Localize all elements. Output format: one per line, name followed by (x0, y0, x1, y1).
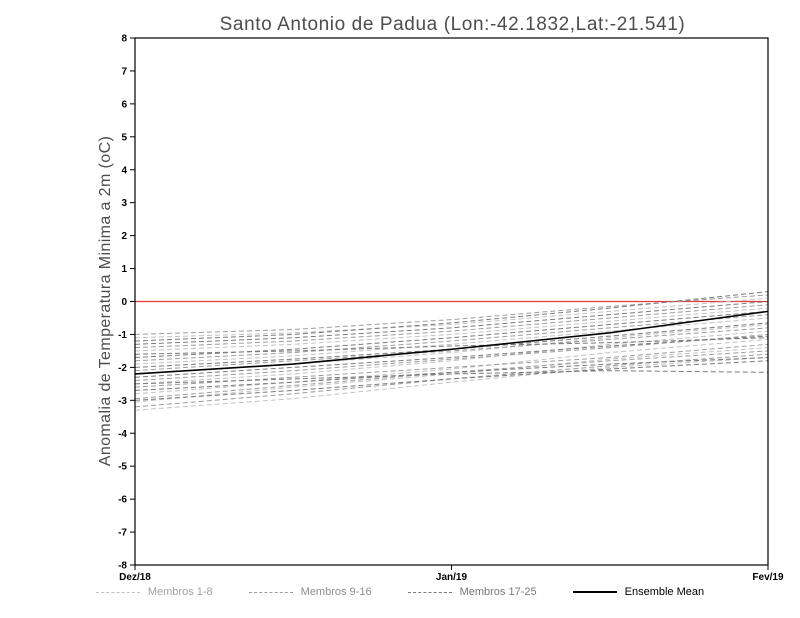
legend-item: Membros 17-25 (407, 586, 537, 598)
y-tick-label: 6 (121, 99, 127, 110)
member-line (134, 304, 769, 349)
legend: Membros 1-8 Membros 9-16 Membros 17-25 Ense… (0, 586, 800, 598)
legend-item: Membros 9-16 (248, 586, 372, 598)
legend-line-sample (572, 591, 617, 593)
legend-item: Membros 1-8 (95, 586, 213, 598)
legend-label: Membros 17-25 (459, 586, 537, 598)
member-line (134, 347, 769, 403)
member-line (134, 337, 769, 355)
legend-label: Membros 9-16 (300, 586, 372, 598)
member-line (134, 327, 769, 372)
legend-line-sample (95, 591, 140, 593)
member-line (134, 360, 769, 401)
ensemble-mean-line (134, 310, 769, 375)
member-line (134, 297, 769, 339)
x-tick-label: Fev/19 (752, 572, 784, 583)
member-line (134, 291, 769, 342)
member-line (134, 307, 769, 352)
y-tick-label: 8 (121, 34, 127, 45)
y-tick-label: -5 (118, 462, 127, 473)
y-tick-label: 0 (121, 297, 127, 308)
member-line (134, 338, 769, 395)
y-tick-label: -4 (118, 429, 127, 440)
legend-line-sample (248, 591, 293, 593)
member-line (134, 335, 769, 378)
y-tick-label: 5 (121, 132, 127, 143)
chart-title: Santo Antonio de Padua (Lon:-42.1832,Lat… (219, 14, 686, 35)
y-tick-label: -1 (118, 330, 127, 341)
member-line (134, 322, 769, 368)
y-tick-label: -8 (118, 561, 127, 572)
y-tick-label: -2 (118, 363, 127, 374)
member-line (134, 356, 769, 391)
x-tick-label: Dez/18 (119, 572, 151, 583)
member-line (134, 317, 769, 365)
x-tick-label: Jan/19 (436, 572, 468, 583)
y-tick-label: -7 (118, 528, 127, 539)
legend-line-sample (407, 591, 452, 593)
y-tick-label: 7 (121, 66, 127, 77)
member-line (134, 333, 769, 382)
member-line (134, 314, 769, 362)
legend-label: Membros 1-8 (147, 586, 213, 598)
member-line (134, 350, 769, 400)
y-tick-label: 1 (121, 264, 127, 275)
member-line (134, 301, 769, 345)
legend-item: Ensemble Mean (572, 586, 705, 598)
member-line (134, 353, 769, 408)
y-tick-label: 3 (121, 198, 127, 209)
member-line (134, 356, 769, 411)
y-tick-label: -6 (118, 495, 127, 506)
y-tick-label: 4 (121, 165, 127, 176)
member-line (134, 330, 769, 385)
member-line (134, 370, 769, 385)
y-tick-label: 2 (121, 231, 127, 242)
y-tick-label: -3 (118, 396, 127, 407)
member-line (134, 294, 769, 335)
legend-label: Ensemble Mean (624, 586, 705, 598)
